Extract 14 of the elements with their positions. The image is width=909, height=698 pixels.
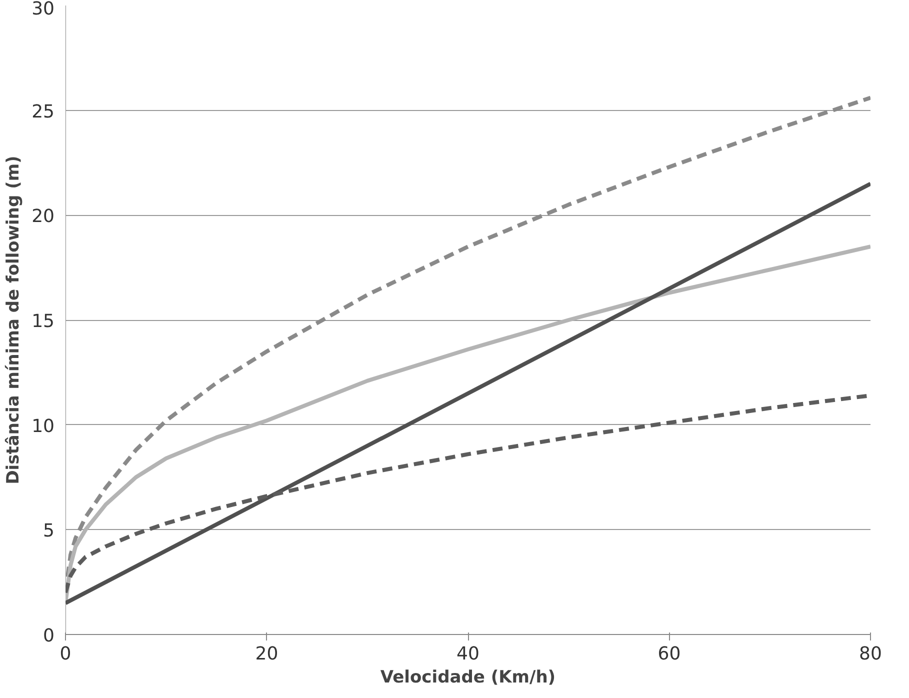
y-tick-label: 15 [32, 311, 54, 332]
x-tick-label: 0 [60, 644, 72, 664]
y-tick-label: 10 [32, 416, 54, 437]
x-axis-title: Velocidade (Km/h) [380, 668, 556, 688]
y-tick-label: 20 [32, 206, 54, 228]
y-tick-label: 5 [43, 520, 54, 542]
x-tick-label: 80 [859, 644, 882, 664]
x-tick-label: 20 [255, 644, 278, 664]
x-tick-label: 60 [658, 644, 681, 664]
y-tick-label: 0 [43, 626, 54, 646]
y-tick-label: 30 [32, 0, 54, 20]
y-axis-title: Distância mínima de following (m) [4, 156, 24, 484]
y-tick-label: 25 [32, 101, 54, 122]
x-tick-label: 40 [456, 644, 480, 664]
